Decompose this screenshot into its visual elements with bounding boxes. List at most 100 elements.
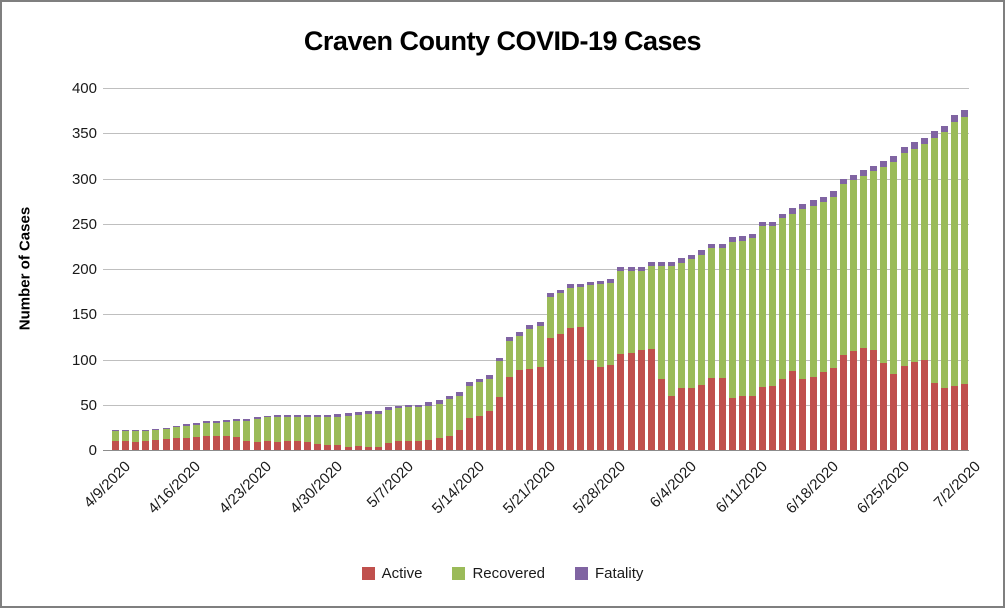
bar-4/24/2020 — [263, 415, 271, 450]
x-tick-label-7/2/2020: 7/2/2020 — [930, 458, 984, 512]
bar-segment-recovered — [202, 422, 210, 437]
bar-segment-active — [951, 385, 959, 450]
bar-segment-fatality — [455, 392, 463, 396]
bar-segment-active — [819, 372, 827, 450]
bar-segment-fatality — [728, 237, 736, 242]
bar-segment-fatality — [304, 414, 312, 418]
bar-segment-recovered — [769, 226, 777, 386]
bar-segment-recovered — [112, 431, 119, 441]
bar-segment-fatality — [900, 146, 908, 154]
bar-segment-fatality — [112, 430, 119, 431]
bar-segment-recovered — [445, 399, 453, 436]
bar-segment-active — [455, 430, 463, 450]
bar-6/4/2020 — [678, 258, 686, 450]
bar-5/18/2020 — [506, 336, 514, 450]
bar-5/13/2020 — [455, 392, 463, 450]
chart-title: Craven County COVID-19 Cases — [303, 26, 702, 56]
legend-item-active: Active — [361, 565, 422, 582]
bar-segment-active — [152, 440, 160, 450]
bar-segment-active — [304, 441, 312, 450]
bar-segment-fatality — [647, 261, 655, 267]
bar-segment-fatality — [263, 415, 271, 418]
bar-5/25/2020 — [577, 283, 585, 450]
bar-segment-fatality — [799, 203, 807, 210]
bar-segment-fatality — [486, 374, 494, 379]
bar-segment-active — [354, 446, 362, 450]
bar-segment-active — [607, 364, 615, 450]
bar-4/29/2020 — [314, 414, 322, 450]
bar-segment-recovered — [617, 270, 625, 355]
bar-segment-active — [657, 378, 665, 450]
bar-segment-fatality — [192, 422, 200, 425]
bar-segment-fatality — [910, 142, 918, 149]
bar-segment-fatality — [233, 419, 241, 422]
bar-segment-fatality — [698, 250, 706, 255]
bar-segment-recovered — [577, 287, 585, 327]
bar-4/11/2020 — [132, 430, 140, 450]
bar-segment-recovered — [132, 431, 140, 442]
bar-segment-fatality — [940, 126, 948, 133]
legend-swatch-recovered — [452, 567, 466, 580]
bar-segment-recovered — [860, 175, 868, 348]
bar-segment-recovered — [182, 425, 190, 439]
bar-segment-recovered — [566, 288, 574, 328]
bar-segment-fatality — [566, 284, 574, 289]
bar-segment-active — [516, 370, 524, 450]
y-tick-label-0: 0 — [88, 442, 97, 459]
bar-segment-fatality — [182, 423, 190, 426]
bar-segment-active — [486, 411, 494, 450]
bar-segment-active — [627, 353, 635, 450]
bar-segment-fatality — [202, 421, 210, 423]
bar-5/7/2020 — [395, 405, 403, 450]
bar-segment-recovered — [253, 419, 261, 442]
legend-label-fatality: Fatality — [595, 565, 644, 582]
bar-segment-recovered — [900, 153, 908, 366]
y-tick-label-350: 350 — [71, 125, 97, 143]
bar-6/8/2020 — [718, 243, 726, 450]
bar-segment-active — [799, 378, 807, 450]
bar-6/16/2020 — [799, 203, 807, 450]
bar-segment-recovered — [344, 415, 352, 448]
bar-4/15/2020 — [172, 425, 180, 450]
bar-segment-recovered — [920, 144, 928, 360]
bar-segment-recovered — [263, 417, 271, 441]
bar-segment-recovered — [475, 382, 483, 416]
bar-segment-fatality — [738, 236, 746, 241]
bar-6/14/2020 — [779, 213, 787, 450]
y-tick-label-300: 300 — [71, 170, 97, 188]
x-tick-label-6/25/2020: 6/25/2020 — [853, 458, 913, 518]
bar-4/20/2020 — [223, 420, 231, 450]
bar-segment-recovered — [516, 336, 524, 371]
bar-6/22/2020 — [860, 170, 868, 450]
bar-segment-active — [415, 440, 423, 450]
bar-4/13/2020 — [152, 429, 160, 450]
x-tick-label-4/30/2020: 4/30/2020 — [286, 458, 347, 518]
bar-segment-active — [890, 373, 898, 450]
bar-segment-recovered — [415, 407, 423, 441]
bar-5/8/2020 — [405, 404, 413, 450]
bar-segment-fatality — [577, 283, 585, 288]
bar-6/17/2020 — [809, 200, 817, 450]
bar-segment-recovered — [647, 266, 655, 349]
bar-5/20/2020 — [526, 325, 534, 450]
bar-segment-recovered — [223, 421, 231, 437]
bar-segment-active — [587, 360, 595, 450]
bar-6/12/2020 — [759, 221, 766, 450]
bar-4/25/2020 — [273, 414, 281, 450]
bar-6/6/2020 — [698, 250, 706, 450]
bar-6/25/2020 — [890, 155, 898, 450]
bar-6/2/2020 — [657, 261, 665, 450]
bar-segment-active — [202, 436, 210, 450]
bar-segment-recovered — [374, 413, 382, 448]
bar-segment-active — [395, 440, 403, 450]
bar-segment-active — [708, 377, 716, 450]
bar-6/13/2020 — [769, 221, 777, 450]
bar-5/28/2020 — [607, 278, 615, 450]
bar-segment-recovered — [384, 410, 392, 443]
bar-5/11/2020 — [435, 400, 443, 450]
bar-segment-active — [738, 395, 746, 450]
bar-segment-recovered — [849, 180, 857, 352]
bar-segment-fatality — [374, 411, 382, 414]
bar-segment-recovered — [759, 226, 766, 387]
bar-segment-fatality — [678, 258, 686, 263]
